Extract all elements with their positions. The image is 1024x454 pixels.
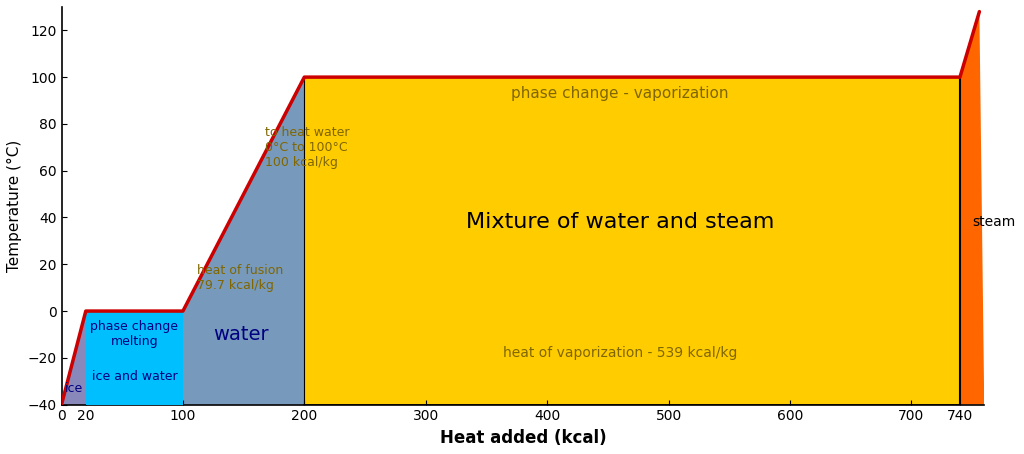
Text: ice: ice: [65, 382, 83, 395]
Polygon shape: [304, 77, 959, 405]
X-axis label: Heat added (kcal): Heat added (kcal): [439, 429, 606, 447]
Text: ice and water: ice and water: [91, 370, 177, 383]
Text: steam: steam: [972, 215, 1016, 229]
Polygon shape: [86, 311, 183, 405]
Y-axis label: Temperature (°C): Temperature (°C): [7, 140, 22, 272]
Text: Mixture of water and steam: Mixture of water and steam: [466, 212, 774, 232]
Polygon shape: [86, 77, 304, 405]
Text: to heat water
0°C to 100°C
100 kcal/kg: to heat water 0°C to 100°C 100 kcal/kg: [265, 126, 350, 169]
Polygon shape: [959, 12, 984, 405]
Text: water: water: [213, 325, 269, 344]
Text: heat of fusion
79.7 kcal/kg: heat of fusion 79.7 kcal/kg: [198, 264, 284, 292]
Text: phase change
melting: phase change melting: [90, 321, 178, 349]
Text: phase change - vaporization: phase change - vaporization: [511, 86, 729, 101]
Text: heat of vaporization - 539 kcal/kg: heat of vaporization - 539 kcal/kg: [503, 346, 737, 360]
Polygon shape: [61, 311, 86, 405]
